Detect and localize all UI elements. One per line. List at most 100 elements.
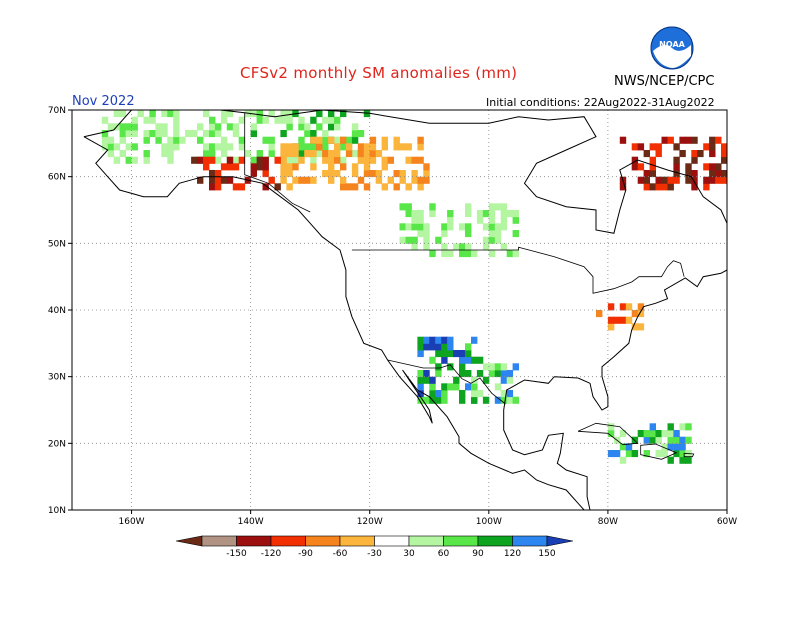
anomaly-cell [405,223,412,231]
anomaly-cell [500,396,508,404]
anomaly-cell [685,176,692,184]
anomaly-cell [256,150,263,158]
anomaly-cell [351,130,359,138]
legend-swatch [443,535,479,547]
anomaly-cell [304,130,311,138]
anomaly-cell [203,156,210,164]
anomaly-cell [649,436,656,444]
anomaly-cell [685,170,692,178]
anomaly-cell [619,316,627,324]
anomaly-cell [673,156,680,164]
border-segment [387,359,506,405]
anomaly-cell [471,376,478,384]
anomaly-cell [101,116,109,124]
anomaly-cell [286,163,293,171]
legend-label: -120 [261,549,282,559]
anomaly-cell [417,136,424,144]
anomaly-cell [280,110,287,118]
anomaly-cell [393,143,400,151]
anomaly-cell [709,143,716,151]
anomaly-cell [161,123,168,131]
anomaly-cell [673,430,680,438]
anomaly-cell [607,430,615,438]
anomaly-cell [298,123,305,131]
anomaly-cell [226,156,234,164]
anomaly-cell [363,150,371,158]
anomaly-cell [203,163,210,171]
anomaly-cell [643,183,650,191]
island-outline [577,422,639,446]
longitude-ticks: 160W 140W 120W 100W 80W 60W [119,510,737,527]
anomaly-cell [298,116,305,124]
anomaly-cell [435,363,442,371]
anomaly-cell [488,210,496,218]
anomaly-cell [125,156,132,164]
anomaly-cell [691,136,698,144]
anomaly-cell [238,156,246,164]
anomaly-cell [363,143,371,151]
anomaly-cell [328,170,335,178]
anomaly-cell [262,136,269,144]
anomaly-cell [209,123,216,131]
anomaly-cell [328,150,335,158]
anomaly-cell [334,150,341,158]
anomaly-cell [423,376,430,384]
anomaly-cell [280,143,287,151]
anomaly-cell [679,150,686,158]
anomaly-cell [465,383,472,391]
anomaly-cell [721,170,727,178]
anomaly-cell [238,143,246,151]
anomaly-cell [649,156,656,164]
anomaly-cell [429,383,436,391]
anomaly-cell [423,230,430,238]
anomaly-cell [137,110,144,118]
anomaly-cell [447,336,454,344]
anomaly-cell [429,250,436,258]
anomaly-cell [345,136,353,144]
anomaly-cell [345,150,353,158]
anomaly-cell [250,163,257,171]
lon-tick-label: 140W [238,517,264,527]
anomaly-cell [268,176,275,184]
anomaly-cell [488,230,496,238]
coastline-segment [83,110,727,234]
lat-tick-label: 60N [48,173,66,183]
anomaly-cell [304,143,311,151]
anomaly-cell [280,163,287,171]
anomaly-cell [155,130,162,138]
anomaly-cell [292,163,299,171]
anomaly-cell [185,130,192,138]
anomaly-cell [316,123,323,131]
anomaly-cell [667,443,674,451]
anomaly-cell [292,143,299,151]
anomaly-cell [500,390,508,398]
anomaly-cell [441,343,448,351]
anomaly-cell [417,376,424,384]
anomaly-cell [405,143,412,151]
anomaly-cell [155,136,162,144]
anomaly-cell [161,150,168,158]
anomaly-cell [459,350,466,358]
anomaly-cell [500,203,508,211]
anomaly-cell [381,143,388,151]
anomaly-cell [649,430,656,438]
legend-label: 120 [504,549,521,559]
anomaly-cell [149,110,156,118]
anomaly-cell [399,176,406,184]
anomaly-cell [173,130,180,138]
anomaly-cell [161,130,168,138]
anomaly-cell [286,150,293,158]
anomaly-cell [101,136,109,144]
anomaly-cell [500,363,508,371]
anomaly-cell [316,143,323,151]
anomaly-cell [381,156,388,164]
anomaly-cell [488,203,496,211]
legend-label: -150 [226,549,247,559]
anomaly-cell [238,116,246,124]
anomaly-cell [685,163,692,171]
anomaly-cell [512,250,519,258]
anomaly-cell [435,396,442,404]
anomaly-cell [304,150,311,158]
anomaly-cell [512,216,519,224]
